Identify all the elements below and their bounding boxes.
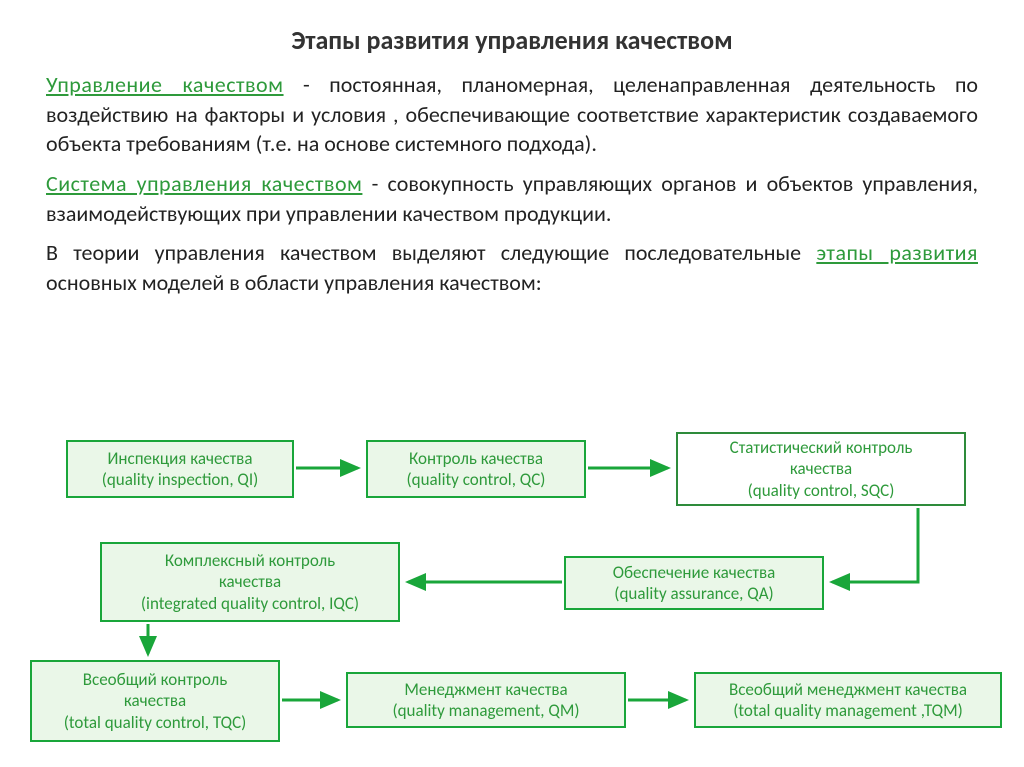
node-tqc: Всеобщий контролькачества(total quality … <box>30 660 280 742</box>
term-quality-management: Управление качеством <box>46 71 284 98</box>
node-qa: Обеспечение качества(quality assurance, … <box>564 556 824 610</box>
node-qm: Менеджмент качества(quality management, … <box>346 672 626 728</box>
paragraph-3-b: основных моделей в области управления ка… <box>46 269 542 296</box>
paragraph-3-a: В теории управления качеством выделяют с… <box>46 239 816 266</box>
term-quality-management-system: Система управления качеством <box>46 170 362 197</box>
node-qc: Контроль качества(quality control, QC) <box>366 440 586 498</box>
page-title: Этапы развития управления качеством <box>0 0 1024 70</box>
node-qi: Инспекция качества(quality inspection, Q… <box>66 440 294 498</box>
arrow-sqc-qa <box>832 508 918 582</box>
term-development-stages: этапы развития <box>816 239 978 266</box>
node-iqc: Комплексный контролькачества(integrated … <box>100 542 400 622</box>
node-tqm: Всеобщий менеджмент качества(total quali… <box>694 672 1002 728</box>
paragraph-3: В теории управления качеством выделяют с… <box>0 238 1024 307</box>
node-sqc: Статистический контролькачества(quality … <box>676 432 966 506</box>
paragraph-2: Система управления качеством - совокупно… <box>0 169 1024 238</box>
paragraph-1: Управление качеством - постоянная, плано… <box>0 70 1024 169</box>
